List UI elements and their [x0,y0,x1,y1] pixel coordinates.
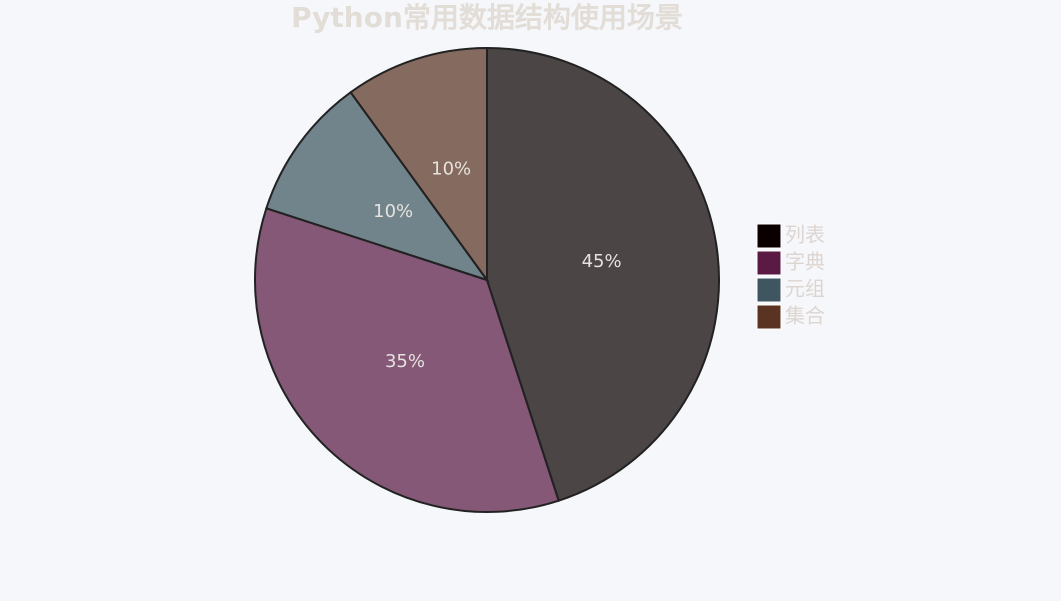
chart-title: Python常用数据结构使用场景 [291,1,683,34]
data-label: 10% [373,201,413,222]
legend-label: 字典 [785,250,825,274]
legend-swatch [756,250,782,276]
legend-label: 列表 [785,223,825,247]
legend-swatch [756,304,782,330]
data-label: 35% [385,351,425,372]
legend-label: 元组 [785,277,825,301]
data-label: 45% [582,251,622,272]
pie-slice [265,90,490,282]
pie-slice [349,46,488,284]
legend-label: 集合 [785,304,825,328]
legend-swatch [756,277,782,303]
legend-swatch [756,223,782,249]
data-label: 10% [431,159,471,180]
pie-slice [486,46,720,502]
pie-slice [254,207,560,513]
